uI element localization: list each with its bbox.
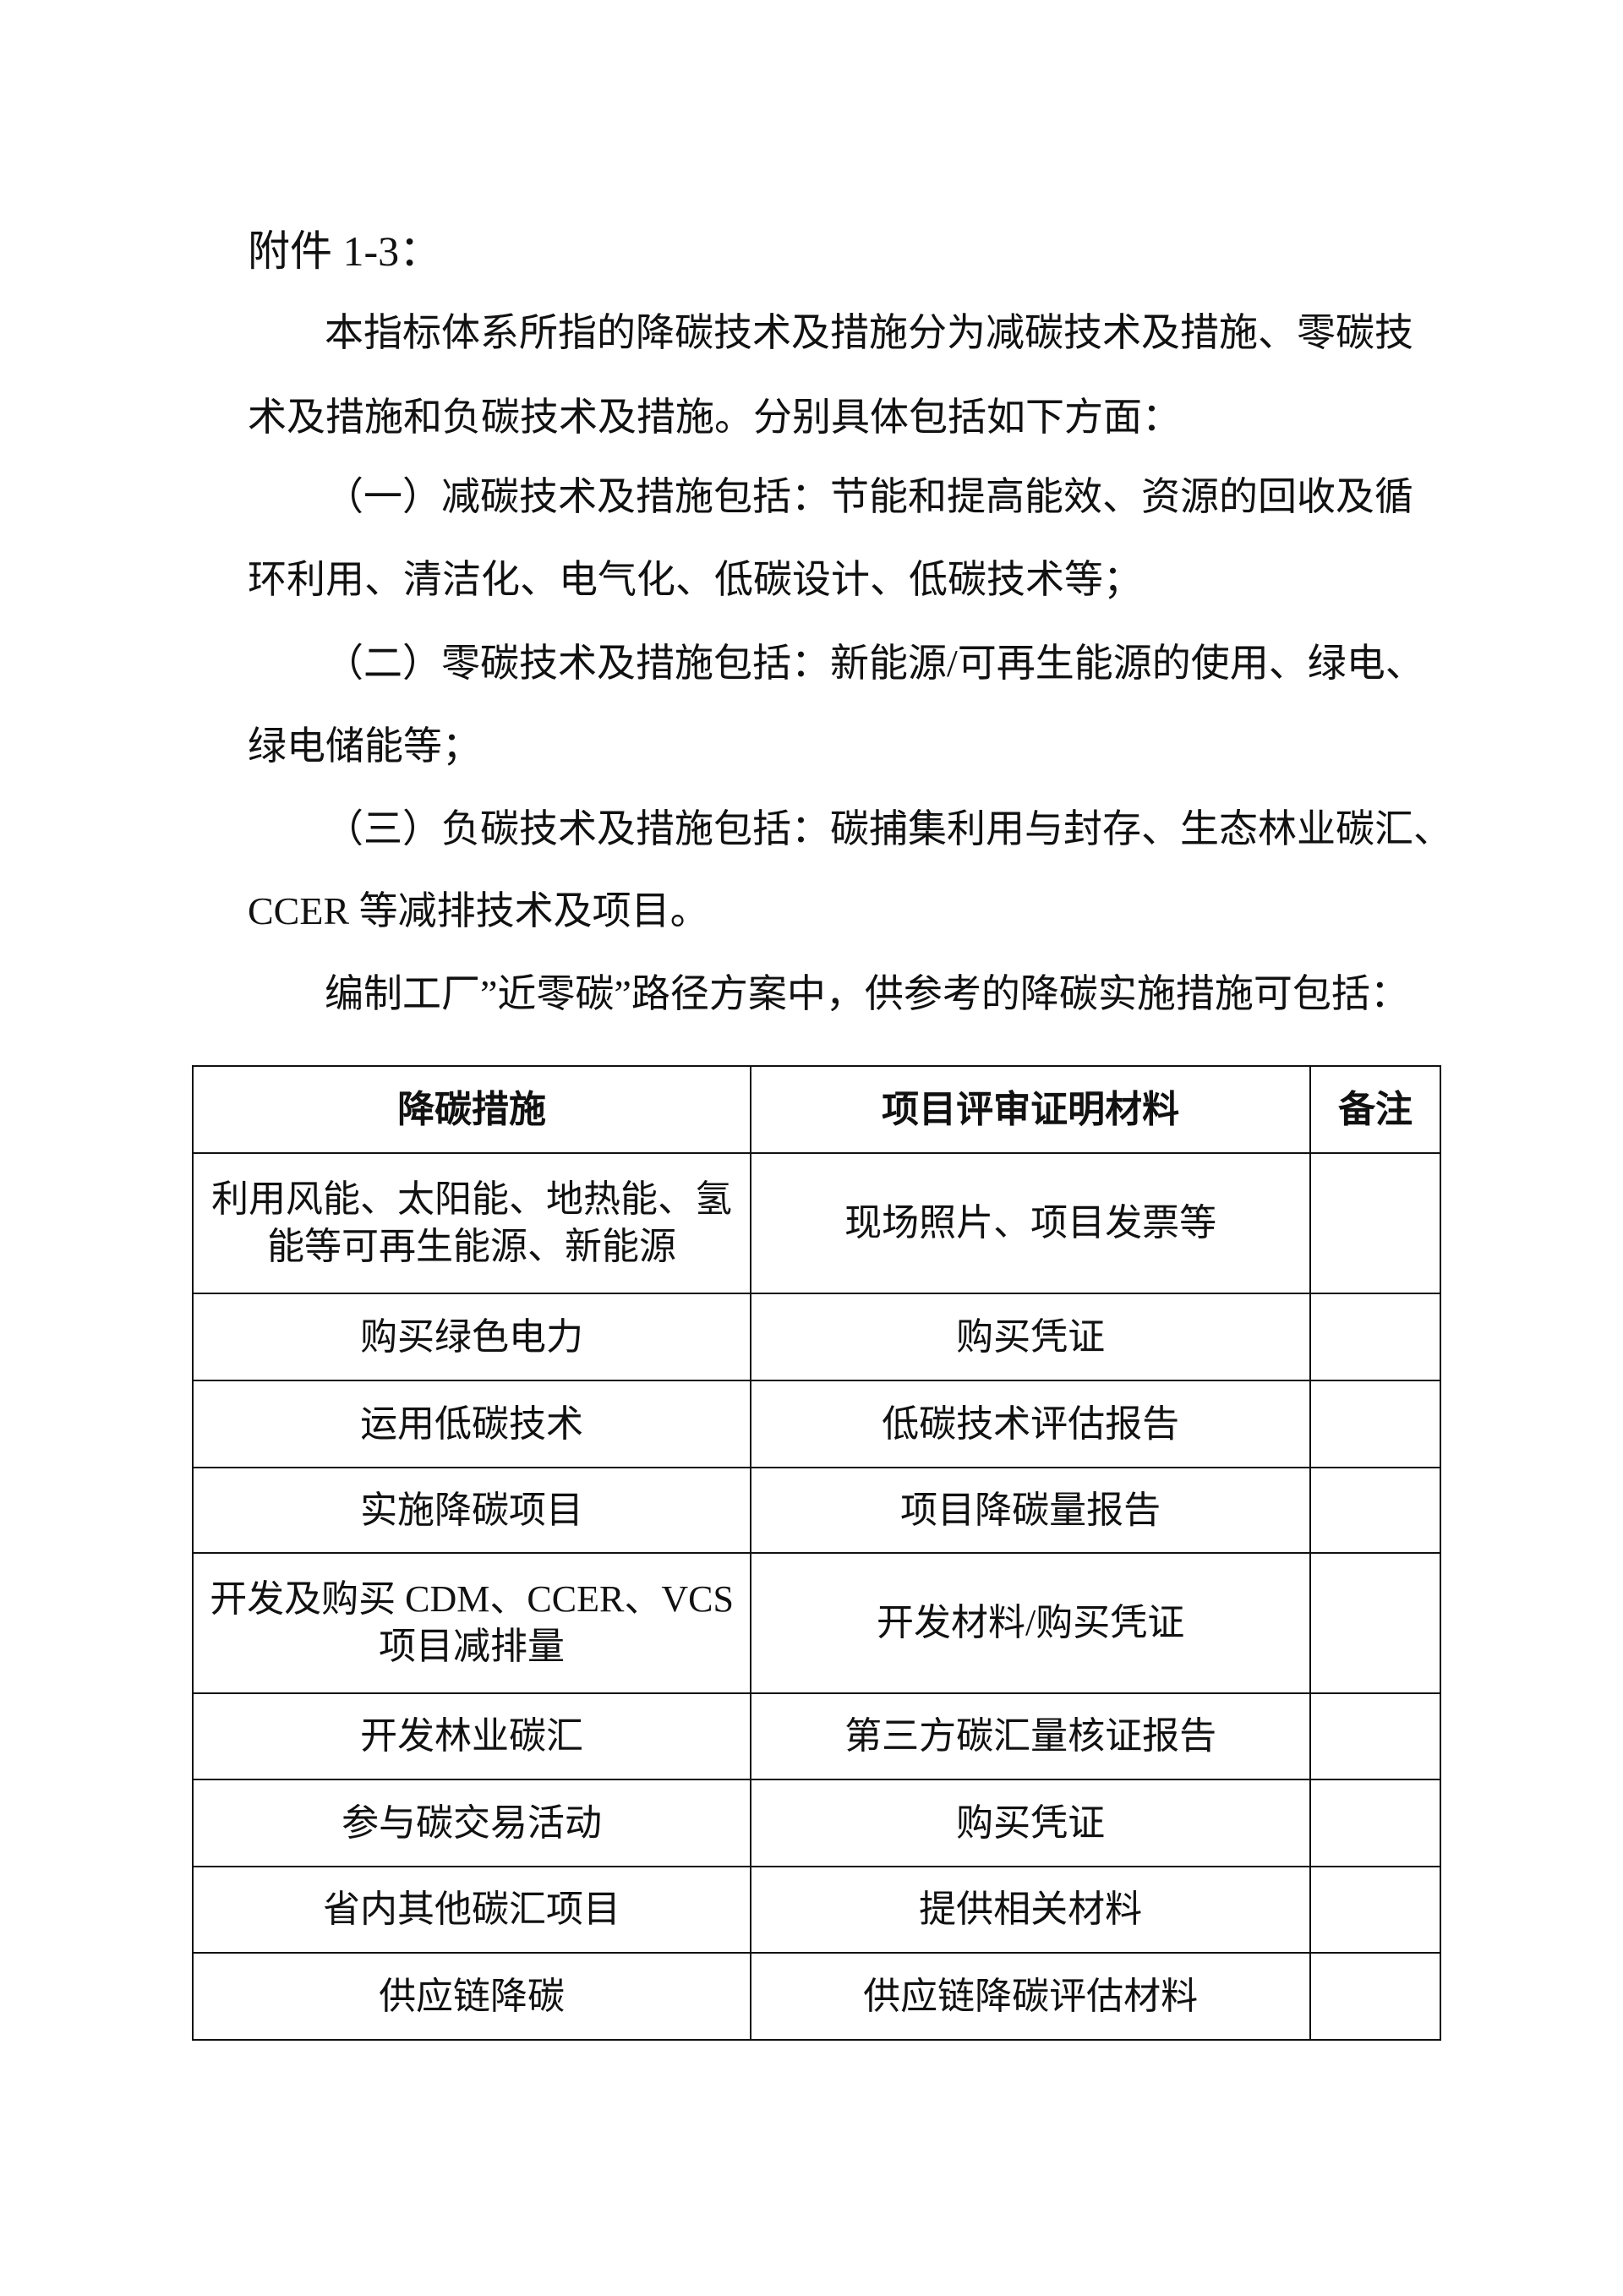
cell-measure-line: 省内其他碳汇项目 xyxy=(323,1889,621,1930)
cell-measure: 运用低碳技术 xyxy=(191,1380,752,1468)
cell-note xyxy=(1309,1952,1441,2041)
text-line: （一）减碳技术及措施包括：节能和提高能效、资源的回收及循 xyxy=(325,475,1413,518)
header-note: 备注 xyxy=(1309,1065,1441,1154)
cell-measure: 实施降碳项目 xyxy=(191,1467,752,1554)
table-row: 运用低碳技术 低碳技术评估报告 xyxy=(191,1380,1441,1468)
cell-note xyxy=(1309,1692,1441,1780)
header-evidence: 项目评审证明材料 xyxy=(750,1065,1312,1154)
cell-evidence: 开发材料/购买凭证 xyxy=(750,1552,1312,1694)
cell-measure-line: 项目减排量 xyxy=(379,1626,566,1667)
cell-evidence: 购买凭证 xyxy=(750,1779,1312,1867)
cell-measure-line: 开发林业碳汇 xyxy=(360,1715,584,1757)
table-row: 供应链降碳 供应链降碳评估材料 xyxy=(191,1952,1441,2041)
table-header-row: 降碳措施 项目评审证明材料 备注 xyxy=(191,1065,1441,1154)
cell-measure-line: 运用低碳技术 xyxy=(360,1402,584,1445)
cell-evidence: 供应链降碳评估材料 xyxy=(750,1952,1312,2041)
cell-evidence: 项目降碳量报告 xyxy=(750,1467,1312,1554)
table-row: 利用风能、太阳能、地热能、氢 能等可再生能源、新能源 现场照片、项目发票等 xyxy=(191,1152,1441,1294)
text-line: 本指标体系所指的降碳技术及措施分为减碳技术及措施、零碳技 xyxy=(325,311,1413,354)
cell-note xyxy=(1309,1866,1441,1954)
header-measure: 降碳措施 xyxy=(191,1065,752,1154)
cell-evidence: 购买凭证 xyxy=(750,1293,1312,1381)
text-line: CCER 等减排技术及项目。 xyxy=(248,889,709,932)
table-row: 开发林业碳汇 第三方碳汇量核证报告 xyxy=(191,1692,1441,1780)
table-row: 购买绿色电力 购买凭证 xyxy=(191,1293,1441,1381)
cell-note xyxy=(1309,1152,1441,1294)
table-row: 参与碳交易活动 购买凭证 xyxy=(191,1779,1441,1867)
cell-measure-line: 能等可再生能源、新能源 xyxy=(267,1226,677,1267)
cell-measure-line: 供应链降碳 xyxy=(379,1975,566,2017)
cell-evidence: 低碳技术评估报告 xyxy=(750,1380,1312,1468)
table-row: 实施降碳项目 项目降碳量报告 xyxy=(191,1467,1441,1554)
cell-evidence: 提供相关材料 xyxy=(750,1866,1312,1954)
cell-measure: 利用风能、太阳能、地热能、氢 能等可再生能源、新能源 xyxy=(191,1152,752,1294)
cell-measure-line: 实施降碳项目 xyxy=(360,1489,584,1531)
text-line: 绿电储能等； xyxy=(248,724,481,768)
cell-measure: 供应链降碳 xyxy=(191,1952,752,2041)
carbon-measures-table: 降碳措施 项目评审证明材料 备注 利用风能、太阳能、地热能、氢 能等可再生能源、新… xyxy=(191,1065,1441,2041)
cell-measure-line: 参与碳交易活动 xyxy=(342,1801,603,1844)
attachment-title: 附件 1-3： xyxy=(248,227,442,275)
cell-measure: 开发林业碳汇 xyxy=(191,1692,752,1780)
table-row: 省内其他碳汇项目 提供相关材料 xyxy=(191,1866,1441,1954)
cell-measure-line: 利用风能、太阳能、地热能、氢 xyxy=(211,1178,733,1220)
cell-measure-line: 开发及购买 CDM、CCER、VCS xyxy=(210,1578,734,1620)
text-line: （三）负碳技术及措施包括：碳捕集利用与封存、生态林业碳汇、 xyxy=(325,807,1452,850)
cell-measure: 购买绿色电力 xyxy=(191,1293,752,1381)
text-line: （二）零碳技术及措施包括：新能源/可再生能源的使用、绿电、 xyxy=(325,642,1424,685)
text-line: 术及措施和负碳技术及措施。分别具体包括如下方面： xyxy=(248,396,1181,439)
cell-evidence: 现场照片、项目发票等 xyxy=(750,1152,1312,1294)
cell-measure-line: 购买绿色电力 xyxy=(360,1315,584,1358)
cell-note xyxy=(1309,1293,1441,1381)
table-row: 开发及购买 CDM、CCER、VCS 项目减排量 开发材料/购买凭证 xyxy=(191,1552,1441,1694)
cell-measure: 省内其他碳汇项目 xyxy=(191,1866,752,1954)
cell-note xyxy=(1309,1552,1441,1694)
cell-measure: 开发及购买 CDM、CCER、VCS 项目减排量 xyxy=(191,1552,752,1694)
cell-note xyxy=(1309,1467,1441,1554)
cell-note xyxy=(1309,1380,1441,1468)
text-line: 编制工厂”近零碳”路径方案中，供参考的降碳实施措施可包括： xyxy=(325,972,1409,1015)
cell-note xyxy=(1309,1779,1441,1867)
cell-measure: 参与碳交易活动 xyxy=(191,1779,752,1867)
text-line: 环利用、清洁化、电气化、低碳设计、低碳技术等； xyxy=(248,558,1142,601)
cell-evidence: 第三方碳汇量核证报告 xyxy=(750,1692,1312,1780)
